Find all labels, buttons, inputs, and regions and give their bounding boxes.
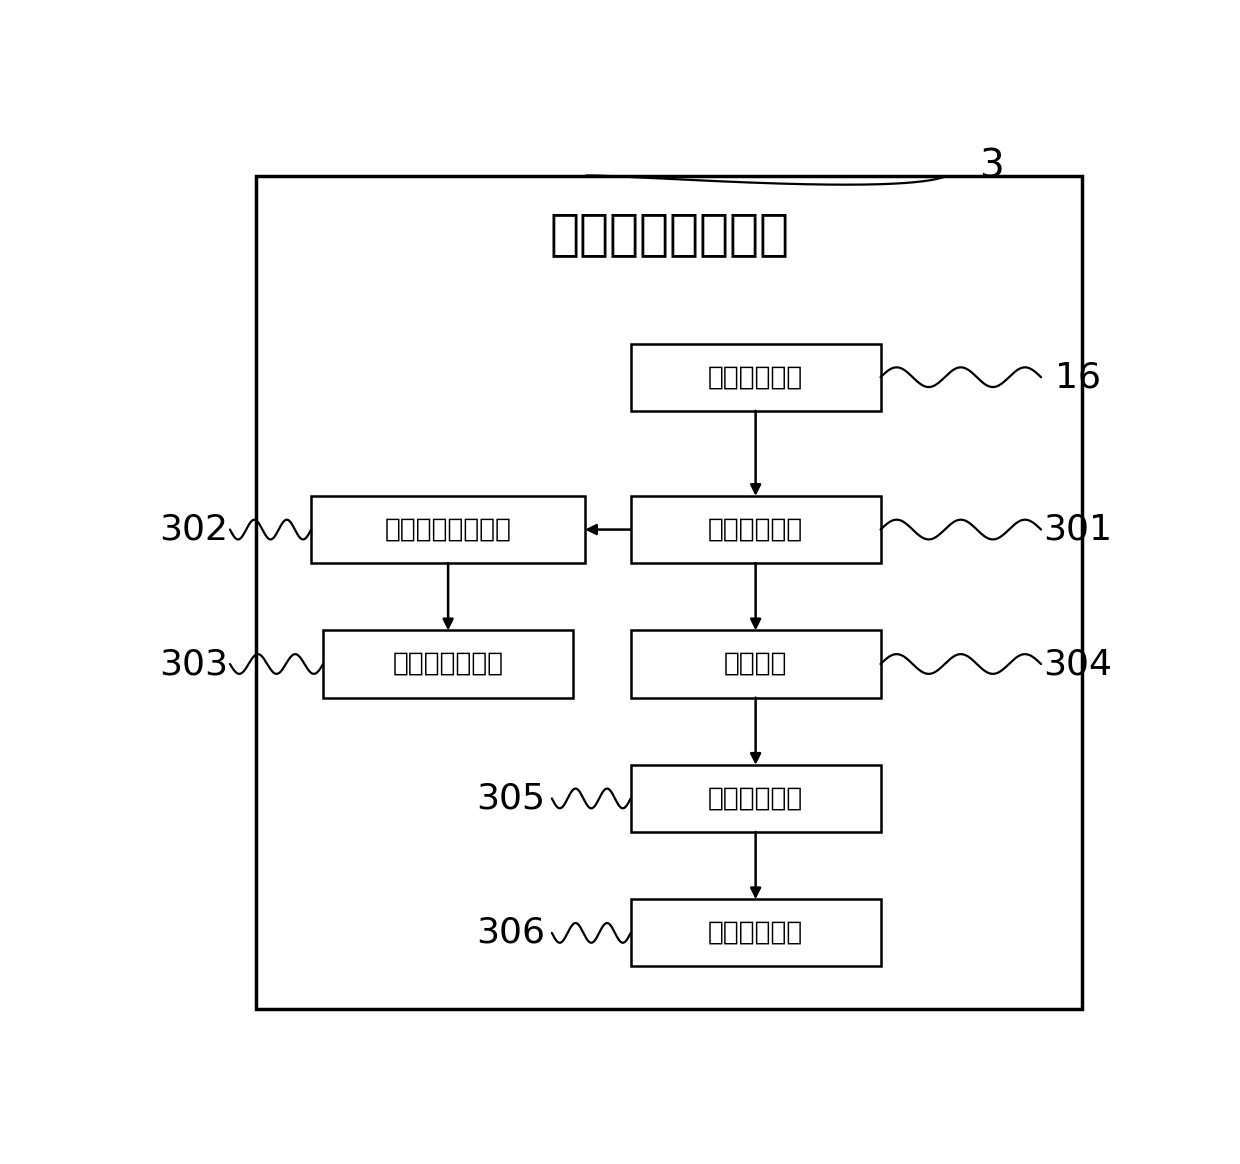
Text: 人机交互模块: 人机交互模块 (708, 920, 804, 946)
Text: 数据显示系统模块: 数据显示系统模块 (549, 210, 789, 257)
Text: 异常信息监测模块: 异常信息监测模块 (384, 517, 512, 542)
Text: 系统防火墙模块: 系统防火墙模块 (393, 651, 503, 677)
FancyBboxPatch shape (631, 496, 880, 563)
Text: 中央控制模块: 中央控制模块 (708, 517, 804, 542)
Text: 306: 306 (476, 916, 546, 950)
FancyBboxPatch shape (631, 343, 880, 411)
FancyBboxPatch shape (311, 496, 585, 563)
FancyBboxPatch shape (631, 900, 880, 966)
Text: 显示设备: 显示设备 (724, 651, 787, 677)
Text: 305: 305 (476, 781, 546, 816)
Text: 303: 303 (159, 647, 228, 681)
Text: 304: 304 (1043, 647, 1112, 681)
Text: 3: 3 (978, 148, 1003, 185)
Text: 数据输出模块: 数据输出模块 (708, 364, 804, 390)
Text: 界面显示模块: 界面显示模块 (708, 786, 804, 811)
FancyBboxPatch shape (631, 631, 880, 697)
FancyBboxPatch shape (255, 176, 1083, 1009)
Text: 16: 16 (1054, 360, 1101, 395)
Text: 301: 301 (1043, 512, 1112, 547)
FancyBboxPatch shape (631, 765, 880, 832)
FancyBboxPatch shape (324, 631, 573, 697)
Text: 302: 302 (159, 512, 228, 547)
